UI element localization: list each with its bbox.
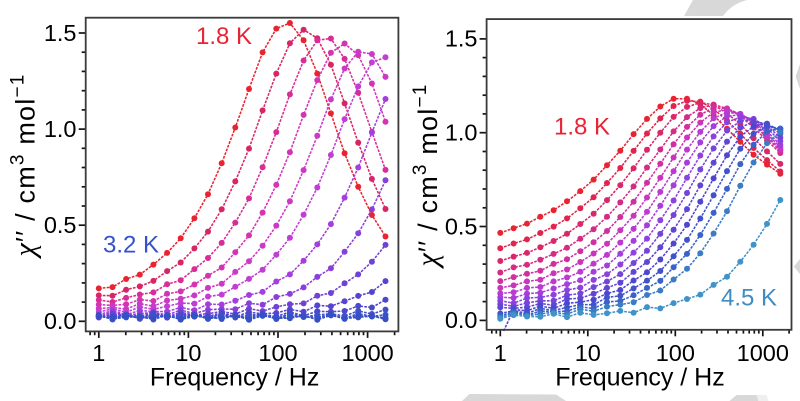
svg-text:0.0: 0.0 xyxy=(44,308,77,334)
svg-text:1000: 1000 xyxy=(341,340,393,366)
svg-text:0.5: 0.5 xyxy=(445,213,478,239)
svg-text:1: 1 xyxy=(494,340,507,366)
svg-text:10: 10 xyxy=(575,340,601,366)
svg-text:Frequency / Hz: Frequency / Hz xyxy=(555,364,725,392)
svg-text:3.2 K: 3.2 K xyxy=(103,232,159,259)
svg-text:4.5 K: 4.5 K xyxy=(721,285,777,312)
svg-text:10: 10 xyxy=(175,340,201,366)
svg-text:100: 100 xyxy=(656,340,695,366)
svg-text:0.0: 0.0 xyxy=(445,307,478,333)
svg-text:1.8 K: 1.8 K xyxy=(554,114,610,141)
svg-text:1: 1 xyxy=(92,340,105,366)
svg-text:1.0: 1.0 xyxy=(445,120,478,146)
svg-text:100: 100 xyxy=(258,340,297,366)
svg-text:1.5: 1.5 xyxy=(445,26,478,52)
svg-text:1.5: 1.5 xyxy=(44,20,77,46)
svg-text:χ′′ / cm3 mol−1: χ′′ / cm3 mol−1 xyxy=(8,73,42,259)
svg-text:Frequency / Hz: Frequency / Hz xyxy=(150,364,320,392)
svg-text:0.5: 0.5 xyxy=(44,212,77,238)
svg-text:χ′′ / cm3 mol−1: χ′′ / cm3 mol−1 xyxy=(410,83,444,269)
svg-text:1000: 1000 xyxy=(737,340,789,366)
svg-text:1.0: 1.0 xyxy=(44,116,77,142)
svg-text:1.8 K: 1.8 K xyxy=(196,23,252,50)
